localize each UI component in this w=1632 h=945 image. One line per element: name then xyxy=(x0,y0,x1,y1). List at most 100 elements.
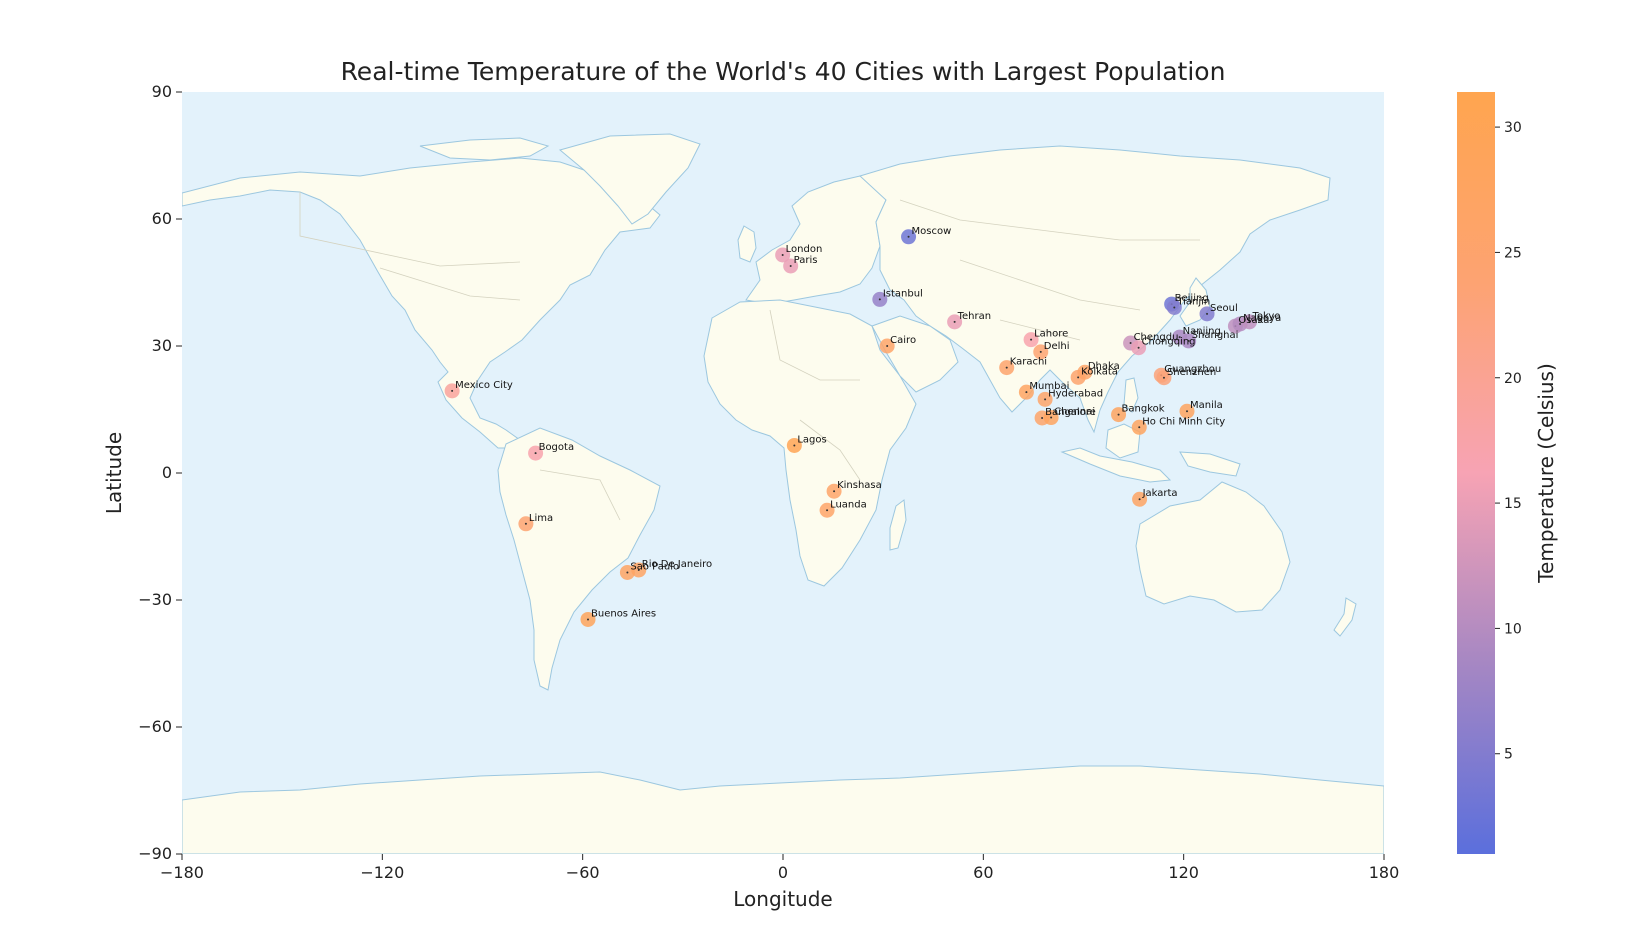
city-label: Lahore xyxy=(1034,329,1068,340)
city-label: Mexico City xyxy=(455,380,513,391)
x-tick-label: 180 xyxy=(1369,863,1400,882)
colorbar-ticks: 5 10 15 20 25 30 xyxy=(1495,120,1522,763)
city-label: Tehran xyxy=(957,311,991,322)
y-tick-label: −60 xyxy=(138,717,172,736)
x-tick-label: −120 xyxy=(360,863,404,882)
city-label: Sao Paulo xyxy=(630,561,679,572)
city-label: Istanbul xyxy=(883,288,923,299)
city-center-dot xyxy=(1138,426,1141,429)
city-center-dot xyxy=(833,490,836,493)
city-center-dot xyxy=(826,509,829,512)
y-tick-label: −30 xyxy=(138,590,172,609)
landmasses xyxy=(182,133,1384,854)
city-label: Mumbai xyxy=(1029,381,1069,392)
city-center-dot xyxy=(907,235,910,238)
city-label: Ho Chi Minh City xyxy=(1142,416,1225,427)
colorbar-tick-label: 15 xyxy=(1504,496,1522,512)
city-points xyxy=(444,229,1257,627)
city-center-dot xyxy=(1248,320,1251,323)
city-center-dot xyxy=(1005,366,1008,369)
city-center-dot xyxy=(1138,498,1141,501)
city-center-dot xyxy=(1206,312,1209,315)
city-label: Lagos xyxy=(797,434,826,445)
city-label: Paris xyxy=(794,255,818,266)
city-center-dot xyxy=(451,389,454,392)
city-label: Chongqing xyxy=(1142,337,1196,348)
city-label: Bangkok xyxy=(1122,404,1165,415)
city-label: Guangzhou xyxy=(1164,364,1221,375)
city-center-dot xyxy=(793,444,796,447)
city-center-dot xyxy=(781,253,784,256)
colorbar-tick-label: 30 xyxy=(1504,120,1522,136)
city-label: Seoul xyxy=(1210,303,1238,314)
colorbar-label: Temperature (Celsius) xyxy=(1534,363,1558,584)
city-label: Luanda xyxy=(830,499,867,510)
city-center-dot xyxy=(1137,346,1140,349)
y-tick-label: 60 xyxy=(152,209,172,228)
city-label: Nanjing xyxy=(1183,326,1221,337)
axes: −180 −120 −60 0 60 120 180 −90 −60 −30 0 30 60 90 xyxy=(138,82,1399,882)
city-label: Chennai xyxy=(1054,407,1095,418)
city-label: Kolkata xyxy=(1081,366,1118,377)
y-axis-label: Latitude xyxy=(102,432,126,514)
city-center-dot xyxy=(1044,398,1047,401)
city-label: Beijing xyxy=(1175,293,1209,304)
city-center-dot xyxy=(953,320,956,323)
city-center-dot xyxy=(524,522,527,525)
colorbar-tick-label: 20 xyxy=(1504,371,1522,387)
x-tick-label: 0 xyxy=(778,863,788,882)
city-label: Kinshasa xyxy=(837,480,882,491)
city-label: Nagoya xyxy=(1243,313,1281,324)
city-center-dot xyxy=(1186,410,1189,413)
city-center-dot xyxy=(534,452,537,455)
city-label: Dhaka xyxy=(1088,361,1120,372)
colorbar xyxy=(1457,92,1495,854)
city-label: Shenzhen xyxy=(1167,367,1216,378)
city-center-dot xyxy=(1117,413,1120,416)
city-center-dot xyxy=(789,264,792,267)
madagascar xyxy=(889,499,907,551)
britain xyxy=(737,225,757,263)
city-label: Shanghai xyxy=(1192,330,1239,341)
y-tick-label: 30 xyxy=(152,336,172,355)
city-center-dot xyxy=(1039,350,1042,353)
city-label: Hyderabad xyxy=(1048,388,1103,399)
city-label: Osaka xyxy=(1238,315,1269,326)
city-center-dot xyxy=(878,298,881,301)
city-label: London xyxy=(786,244,823,255)
south-america xyxy=(497,427,661,691)
city-center-dot xyxy=(886,345,889,347)
city-center-dot xyxy=(1162,376,1165,379)
x-tick-label: −180 xyxy=(160,863,204,882)
new-guinea xyxy=(1179,451,1241,477)
city-label: Cairo xyxy=(890,335,916,346)
map-layer xyxy=(182,92,1384,854)
city-label: Delhi xyxy=(1044,341,1070,352)
arabia xyxy=(871,315,959,393)
australia xyxy=(1135,481,1291,613)
city-center-dot xyxy=(1239,322,1242,325)
southeast-asia-islands xyxy=(1060,447,1172,483)
city-label: Chengdu xyxy=(1134,332,1179,343)
x-tick-label: −60 xyxy=(566,863,600,882)
city-label: Karachi xyxy=(1010,357,1047,368)
colorbar-tick-label: 25 xyxy=(1504,245,1522,261)
city-label: Jakarta xyxy=(1142,488,1178,499)
africa xyxy=(703,299,917,587)
x-axis-label: Longitude xyxy=(733,887,832,911)
city-label: Rio De Janeiro xyxy=(642,559,712,570)
city-center-dot xyxy=(1025,391,1028,394)
x-tick-label: 60 xyxy=(973,863,993,882)
city-center-dot xyxy=(637,568,640,571)
city-center-dot xyxy=(1077,376,1080,379)
chart-title: Real-time Temperature of the World's 40 … xyxy=(341,57,1226,86)
philippines xyxy=(1123,377,1139,413)
arctic-islands xyxy=(419,137,550,161)
city-label: Tianjin xyxy=(1176,296,1210,307)
city-label: Tokyo xyxy=(1251,311,1280,322)
antarctica xyxy=(182,765,1384,854)
x-tick-label: 120 xyxy=(1168,863,1199,882)
